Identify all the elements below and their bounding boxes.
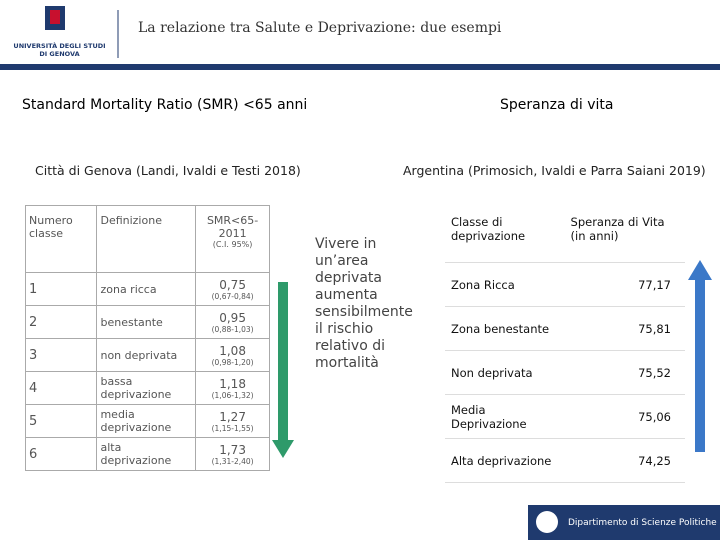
life-expectancy: 75,52 bbox=[564, 350, 685, 395]
table-row: Media Deprivazione 75,06 bbox=[445, 394, 685, 439]
smr-value: 1,27 bbox=[219, 409, 246, 424]
confidence-interval: (0,67-0,84) bbox=[211, 291, 254, 301]
class-number: 3 bbox=[24, 338, 98, 372]
header-cell: Numero classe bbox=[24, 205, 98, 273]
table-header: Numero classe Definizione SMR<65-2011 (C.… bbox=[24, 205, 270, 273]
confidence-interval: (0,98-1,20) bbox=[211, 357, 254, 367]
smr-table: Numero classe Definizione SMR<65-2011 (C.… bbox=[24, 205, 270, 471]
table-header: Classe di deprivazione Speranza di Vita … bbox=[445, 215, 685, 263]
smr-value: 1,18 bbox=[219, 376, 246, 391]
up-arrow-head bbox=[688, 260, 712, 280]
smr-value: 1,08 bbox=[219, 343, 246, 358]
definition: zona ricca bbox=[96, 272, 197, 306]
table-row: Non deprivata 75,52 bbox=[445, 350, 685, 395]
table-row: Zona benestante 75,81 bbox=[445, 306, 685, 351]
smr-value: 0,95 bbox=[219, 310, 246, 325]
header-cell: SMR<65-2011 (C.I. 95%) bbox=[195, 205, 270, 273]
footer-text: Dipartimento di Scienze Politiche bbox=[568, 518, 717, 528]
header-cell: Speranza di Vita (in anni) bbox=[564, 215, 685, 263]
life-expectancy: 75,81 bbox=[564, 306, 685, 351]
confidence-interval: (1,31-2,40) bbox=[211, 456, 254, 466]
table-body: Zona Ricca 77,17 Zona benestante 75,81 Non d… bbox=[445, 262, 685, 483]
table-row: 3 non deprivata 1,08 (0,98-1,20) bbox=[24, 338, 270, 372]
class-number: 4 bbox=[24, 371, 98, 405]
table-row: 4 bassa deprivazione 1,18 (1,06-1,32) bbox=[24, 371, 270, 405]
smr-cell: 0,95 (0,88-1,03) bbox=[195, 305, 270, 339]
right-subtitle: Argentina (Primosich, Ivaldi e Parra Sai… bbox=[403, 163, 706, 178]
class-name: Alta deprivazione bbox=[445, 438, 565, 483]
life-table: Classe di deprivazione Speranza di Vita … bbox=[445, 215, 685, 483]
definition: bassa deprivazione bbox=[96, 371, 197, 405]
logo-text: UNIVERSITÀ DEGLI STUDI DI GENOVA bbox=[12, 42, 107, 58]
definition: alta deprivazione bbox=[96, 437, 197, 471]
class-number: 2 bbox=[24, 305, 98, 339]
definition: benestante bbox=[96, 305, 197, 339]
title: La relazione tra Salute e Deprivazione: … bbox=[138, 20, 502, 36]
right-heading: Speranza di vita bbox=[500, 97, 614, 113]
header-cell: Classe di deprivazione bbox=[445, 215, 565, 263]
left-subtitle: Città di Genova (Landi, Ivaldi e Testi 2… bbox=[35, 163, 301, 178]
left-heading: Standard Mortality Ratio (SMR) <65 anni bbox=[22, 97, 308, 113]
class-name: Zona Ricca bbox=[445, 262, 565, 307]
life-expectancy: 75,06 bbox=[564, 394, 685, 439]
definition: non deprivata bbox=[96, 338, 197, 372]
class-name: Media Deprivazione bbox=[445, 394, 565, 439]
footer-bar bbox=[528, 505, 720, 540]
class-number: 6 bbox=[24, 437, 98, 471]
class-name: Zona benestante bbox=[445, 306, 565, 351]
annotation: Vivere in un’area deprivata aumenta sens… bbox=[315, 236, 413, 371]
smr-cell: 0,75 (0,67-0,84) bbox=[195, 272, 270, 306]
definition: media deprivazione bbox=[96, 404, 197, 438]
smr-cell: 1,08 (0,98-1,20) bbox=[195, 338, 270, 372]
table-row: Alta deprivazione 74,25 bbox=[445, 438, 685, 483]
confidence-interval: (1,06-1,32) bbox=[211, 390, 254, 400]
class-number: 5 bbox=[24, 404, 98, 438]
footer-logo bbox=[536, 511, 558, 533]
class-number: 1 bbox=[24, 272, 98, 306]
header-text: (C.I. 95%) bbox=[212, 240, 253, 249]
logo-line: UNIVERSITÀ DEGLI STUDI bbox=[13, 42, 106, 50]
table-row: 5 media deprivazione 1,27 (1,15-1,55) bbox=[24, 404, 270, 438]
table-row: 6 alta deprivazione 1,73 (1,31-2,40) bbox=[24, 437, 270, 471]
table-row: 2 benestante 0,95 (0,88-1,03) bbox=[24, 305, 270, 339]
life-expectancy: 77,17 bbox=[564, 262, 685, 307]
life-expectancy: 74,25 bbox=[564, 438, 685, 483]
table-row: 1 zona ricca 0,75 (0,67-0,84) bbox=[24, 272, 270, 306]
table-body: 1 zona ricca 0,75 (0,67-0,84) 2 benestante 0,9… bbox=[24, 272, 270, 471]
header-cell: Definizione bbox=[96, 205, 197, 273]
smr-cell: 1,73 (1,31-2,40) bbox=[195, 437, 270, 471]
smr-cell: 1,18 (1,06-1,32) bbox=[195, 371, 270, 405]
header-bar bbox=[0, 64, 720, 70]
logo-cross bbox=[50, 10, 60, 24]
smr-value: 0,75 bbox=[219, 277, 246, 292]
confidence-interval: (0,88-1,03) bbox=[211, 324, 254, 334]
confidence-interval: (1,15-1,55) bbox=[211, 423, 254, 433]
class-name: Non deprivata bbox=[445, 350, 565, 395]
smr-value: 1,73 bbox=[219, 442, 246, 457]
smr-cell: 1,27 (1,15-1,55) bbox=[195, 404, 270, 438]
logo-line: DI GENOVA bbox=[39, 50, 80, 58]
table-row: Zona Ricca 77,17 bbox=[445, 262, 685, 307]
down-arrow-head bbox=[272, 440, 294, 458]
header-text: SMR<65-2011 bbox=[206, 214, 259, 240]
